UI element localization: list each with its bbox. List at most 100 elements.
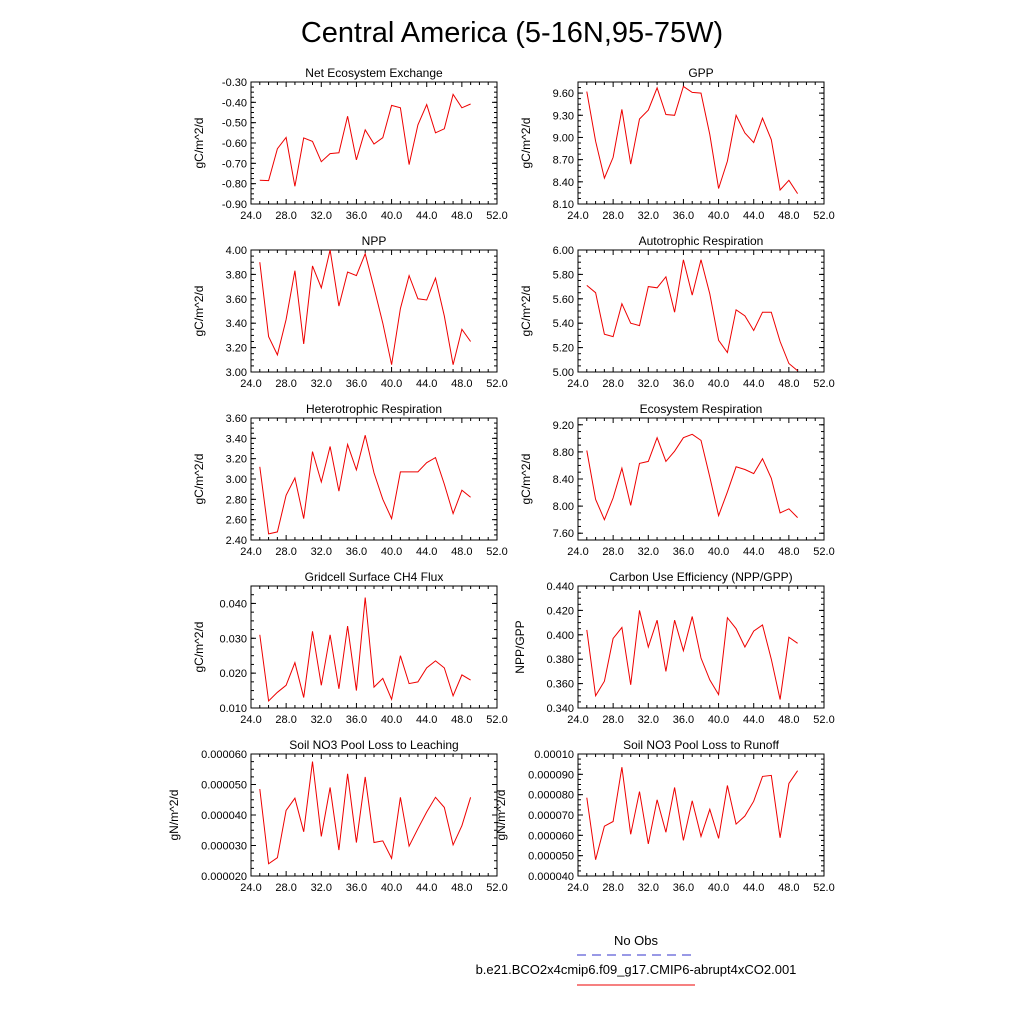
y-tick-label: 0.400 [546,630,574,642]
x-tick-label: 44.0 [416,378,437,390]
panel-title: Carbon Use Efficiency (NPP/GPP) [609,570,792,584]
y-tick-label: 8.00 [553,501,574,513]
y-tick-label: 5.80 [553,269,574,281]
y-axis-label: gC/m^2/d [192,454,206,505]
y-tick-label: 3.40 [226,318,247,330]
y-tick-label: 0.000080 [528,790,574,802]
x-tick-label: 40.0 [381,714,402,726]
series-line [586,610,798,700]
y-tick-label: 3.80 [226,269,247,281]
x-tick-label: 40.0 [708,210,729,222]
y-tick-label: 0.000060 [201,749,247,761]
panel-title: Heterotrophic Respiration [306,402,442,416]
x-tick-label: 52.0 [486,714,507,726]
x-tick-label: 44.0 [416,210,437,222]
x-tick-label: 28.0 [602,378,623,390]
x-tick-label: 48.0 [451,210,472,222]
x-tick-label: 24.0 [567,546,588,558]
series-line [586,767,799,860]
x-tick-label: 28.0 [275,210,296,222]
y-tick-label: 5.40 [553,318,574,330]
y-tick-label: 3.20 [226,454,247,466]
x-tick-label: 32.0 [311,882,332,894]
x-tick-label: 40.0 [381,210,402,222]
panel-title: Gridcell Surface CH4 Flux [305,570,444,584]
y-axis-label: gC/m^2/d [519,454,533,505]
x-tick-label: 32.0 [311,546,332,558]
series-line [259,597,471,703]
x-tick-label: 44.0 [416,546,437,558]
x-tick-label: 48.0 [778,714,799,726]
panel-title: NPP [362,234,387,248]
x-tick-label: 44.0 [743,546,764,558]
x-tick-label: 32.0 [311,210,332,222]
y-axis-label: gC/m^2/d [519,286,533,337]
y-tick-label: -0.70 [222,158,247,170]
panel-9: Soil NO3 Pool Loss to Runoff 24.0 28.0 32.0… [494,738,835,894]
y-tick-label: 2.60 [226,515,247,527]
x-tick-label: 52.0 [813,378,834,390]
x-tick-label: 48.0 [778,378,799,390]
plot-frame [577,753,825,877]
panel-5: Ecosystem Respiration 24.0 28.0 32.0 36.0 40.… [519,402,835,558]
x-tick-label: 32.0 [638,210,659,222]
y-tick-label: 0.000050 [528,851,574,863]
y-tick-label: 6.00 [553,245,574,257]
y-tick-label: 3.60 [226,294,247,306]
y-axis-label: gN/m^2/d [494,790,508,841]
y-tick-label: 0.010 [219,703,247,715]
panel-2: NPP 24.0 28.0 32.0 36.0 40.0 44.0 48.0 52.0 3.00 3… [192,234,508,390]
x-tick-label: 28.0 [602,714,623,726]
y-tick-label: 0.440 [546,581,574,593]
y-tick-label: 9.30 [553,110,574,122]
y-tick-label: 3.60 [226,413,247,425]
panel-title: Net Ecosystem Exchange [305,66,443,80]
x-tick-label: 48.0 [778,210,799,222]
x-tick-label: 44.0 [416,882,437,894]
y-tick-label: -0.40 [222,97,247,109]
x-tick-label: 40.0 [708,882,729,894]
y-axis-label: gC/m^2/d [192,286,206,337]
x-tick-label: 52.0 [813,714,834,726]
panel-grid: Net Ecosystem Exchange 24.0 28.0 32.0 36.0 40… [167,66,835,894]
figure-title: Central America (5-16N,95-75W) [301,17,723,49]
x-tick-label: 36.0 [673,546,694,558]
plot-frame [250,417,498,541]
panel-title: Autotrophic Respiration [639,234,764,248]
plot-frame [577,249,825,373]
y-tick-label: 9.00 [553,132,574,144]
x-tick-label: 40.0 [381,378,402,390]
y-tick-label: 0.00010 [534,749,574,761]
y-tick-label: 0.020 [219,668,247,680]
x-tick-label: 44.0 [416,714,437,726]
x-tick-label: 36.0 [346,546,367,558]
x-tick-label: 44.0 [743,378,764,390]
x-tick-label: 28.0 [602,546,623,558]
y-tick-label: 8.40 [553,177,574,189]
y-tick-label: 3.20 [226,343,247,355]
y-axis-label: gC/m^2/d [192,622,206,673]
legend: No Obs b.e21.BCO2x4cmip6.f09_g17.CMIP6-a… [476,933,796,986]
y-tick-label: 2.80 [226,494,247,506]
x-tick-label: 24.0 [567,378,588,390]
y-tick-label: 0.000040 [528,871,574,883]
y-axis-label: NPP/GPP [513,620,527,673]
x-tick-label: 36.0 [346,210,367,222]
x-tick-label: 24.0 [240,210,261,222]
x-tick-label: 52.0 [486,882,507,894]
x-tick-label: 52.0 [813,546,834,558]
plot-frame [577,81,825,205]
x-tick-label: 52.0 [813,882,834,894]
y-tick-label: 8.40 [553,474,574,486]
x-tick-label: 32.0 [638,714,659,726]
x-tick-label: 40.0 [381,882,402,894]
legend-obs-label: No Obs [614,933,659,948]
panel-title: Ecosystem Respiration [640,402,763,416]
x-tick-label: 24.0 [567,210,588,222]
x-tick-label: 36.0 [673,378,694,390]
y-axis-label: gC/m^2/d [192,118,206,169]
y-tick-label: 5.00 [553,367,574,379]
y-tick-label: 3.00 [226,367,247,379]
x-tick-label: 44.0 [743,714,764,726]
